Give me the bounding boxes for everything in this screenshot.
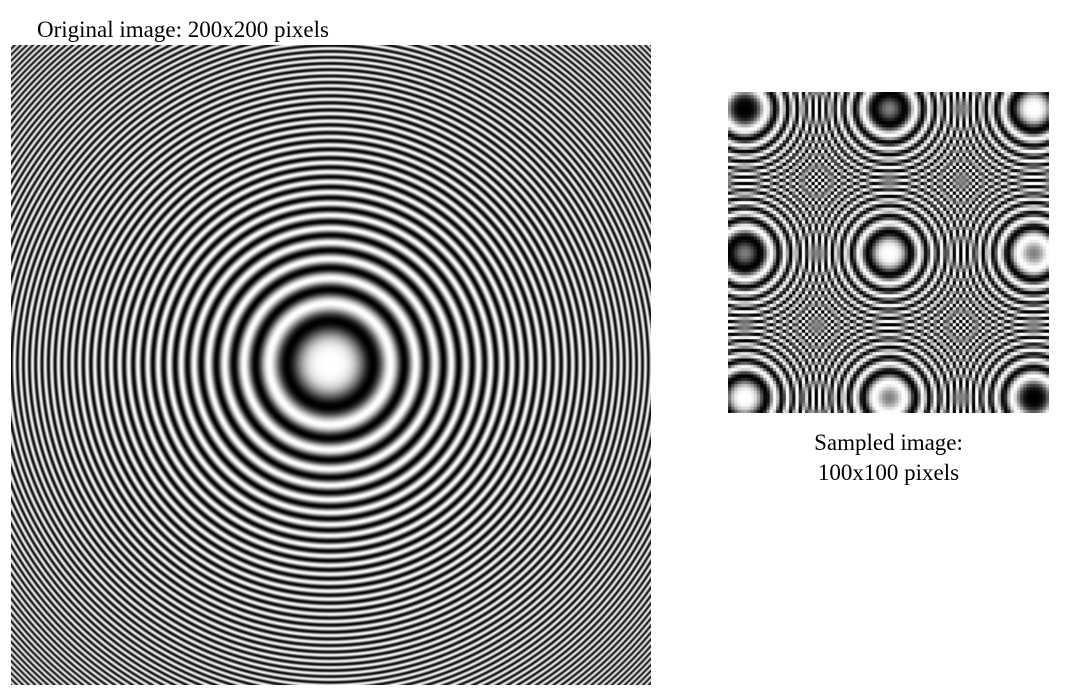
sampled-zone-plate-canvas (728, 92, 1049, 413)
sampled-caption-line-2: 100x100 pixels (817, 460, 960, 485)
original-zone-plate-image (11, 45, 651, 685)
sampled-caption-line-1: Sampled image: (814, 430, 963, 455)
sampled-image-caption: Sampled image: 100x100 pixels (728, 428, 1049, 488)
original-image-caption: Original image: 200x200 pixels (37, 17, 329, 42)
sampled-zone-plate-image (728, 92, 1049, 413)
original-zone-plate-canvas (11, 45, 651, 685)
